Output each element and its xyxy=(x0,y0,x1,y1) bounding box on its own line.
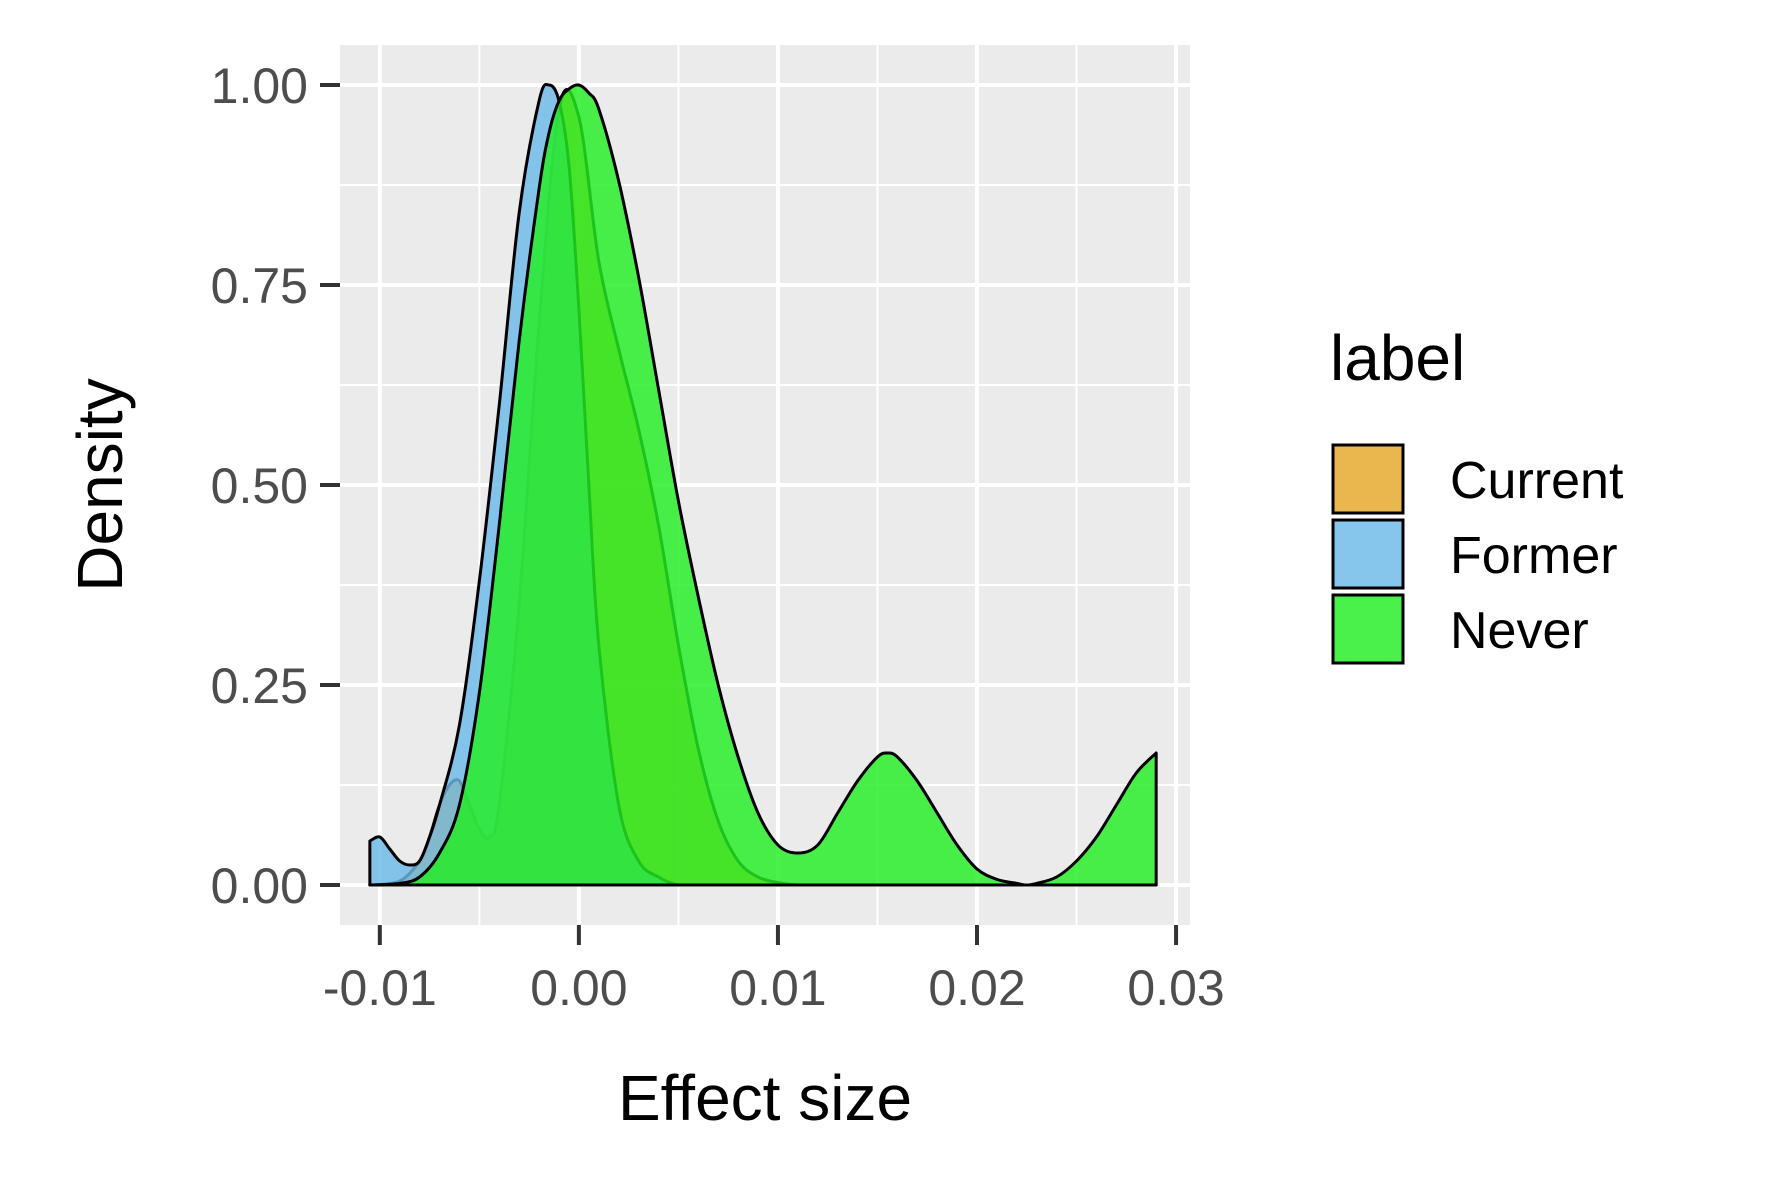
legend-key-current xyxy=(1333,445,1403,513)
x-tick-label: -0.01 xyxy=(323,960,437,1016)
x-axis: -0.01 0.00 0.01 0.02 0.03 xyxy=(323,925,1225,1016)
legend-label-former: Former xyxy=(1450,527,1618,585)
y-tick-label: 0.25 xyxy=(211,658,308,714)
y-tick-label: 0.50 xyxy=(211,458,308,514)
x-tick-label: 0.03 xyxy=(1127,960,1224,1016)
legend-key-never xyxy=(1333,595,1403,663)
x-axis-title: Effect size xyxy=(618,1062,912,1134)
legend-label-current: Current xyxy=(1450,452,1624,510)
y-tick-label: 0.00 xyxy=(211,858,308,914)
legend-label-never: Never xyxy=(1450,602,1589,660)
y-axis: 0.00 0.25 0.50 0.75 1.00 xyxy=(211,58,340,914)
x-tick-label: 0.02 xyxy=(928,960,1025,1016)
legend-key-former xyxy=(1333,520,1403,588)
x-tick-label: 0.01 xyxy=(729,960,826,1016)
legend: label Current Former Never xyxy=(1330,322,1624,663)
y-axis-title: Density xyxy=(64,378,136,591)
x-tick-label: 0.00 xyxy=(530,960,627,1016)
y-tick-label: 0.75 xyxy=(211,258,308,314)
legend-title: label xyxy=(1330,322,1465,394)
y-tick-label: 1.00 xyxy=(211,58,308,114)
